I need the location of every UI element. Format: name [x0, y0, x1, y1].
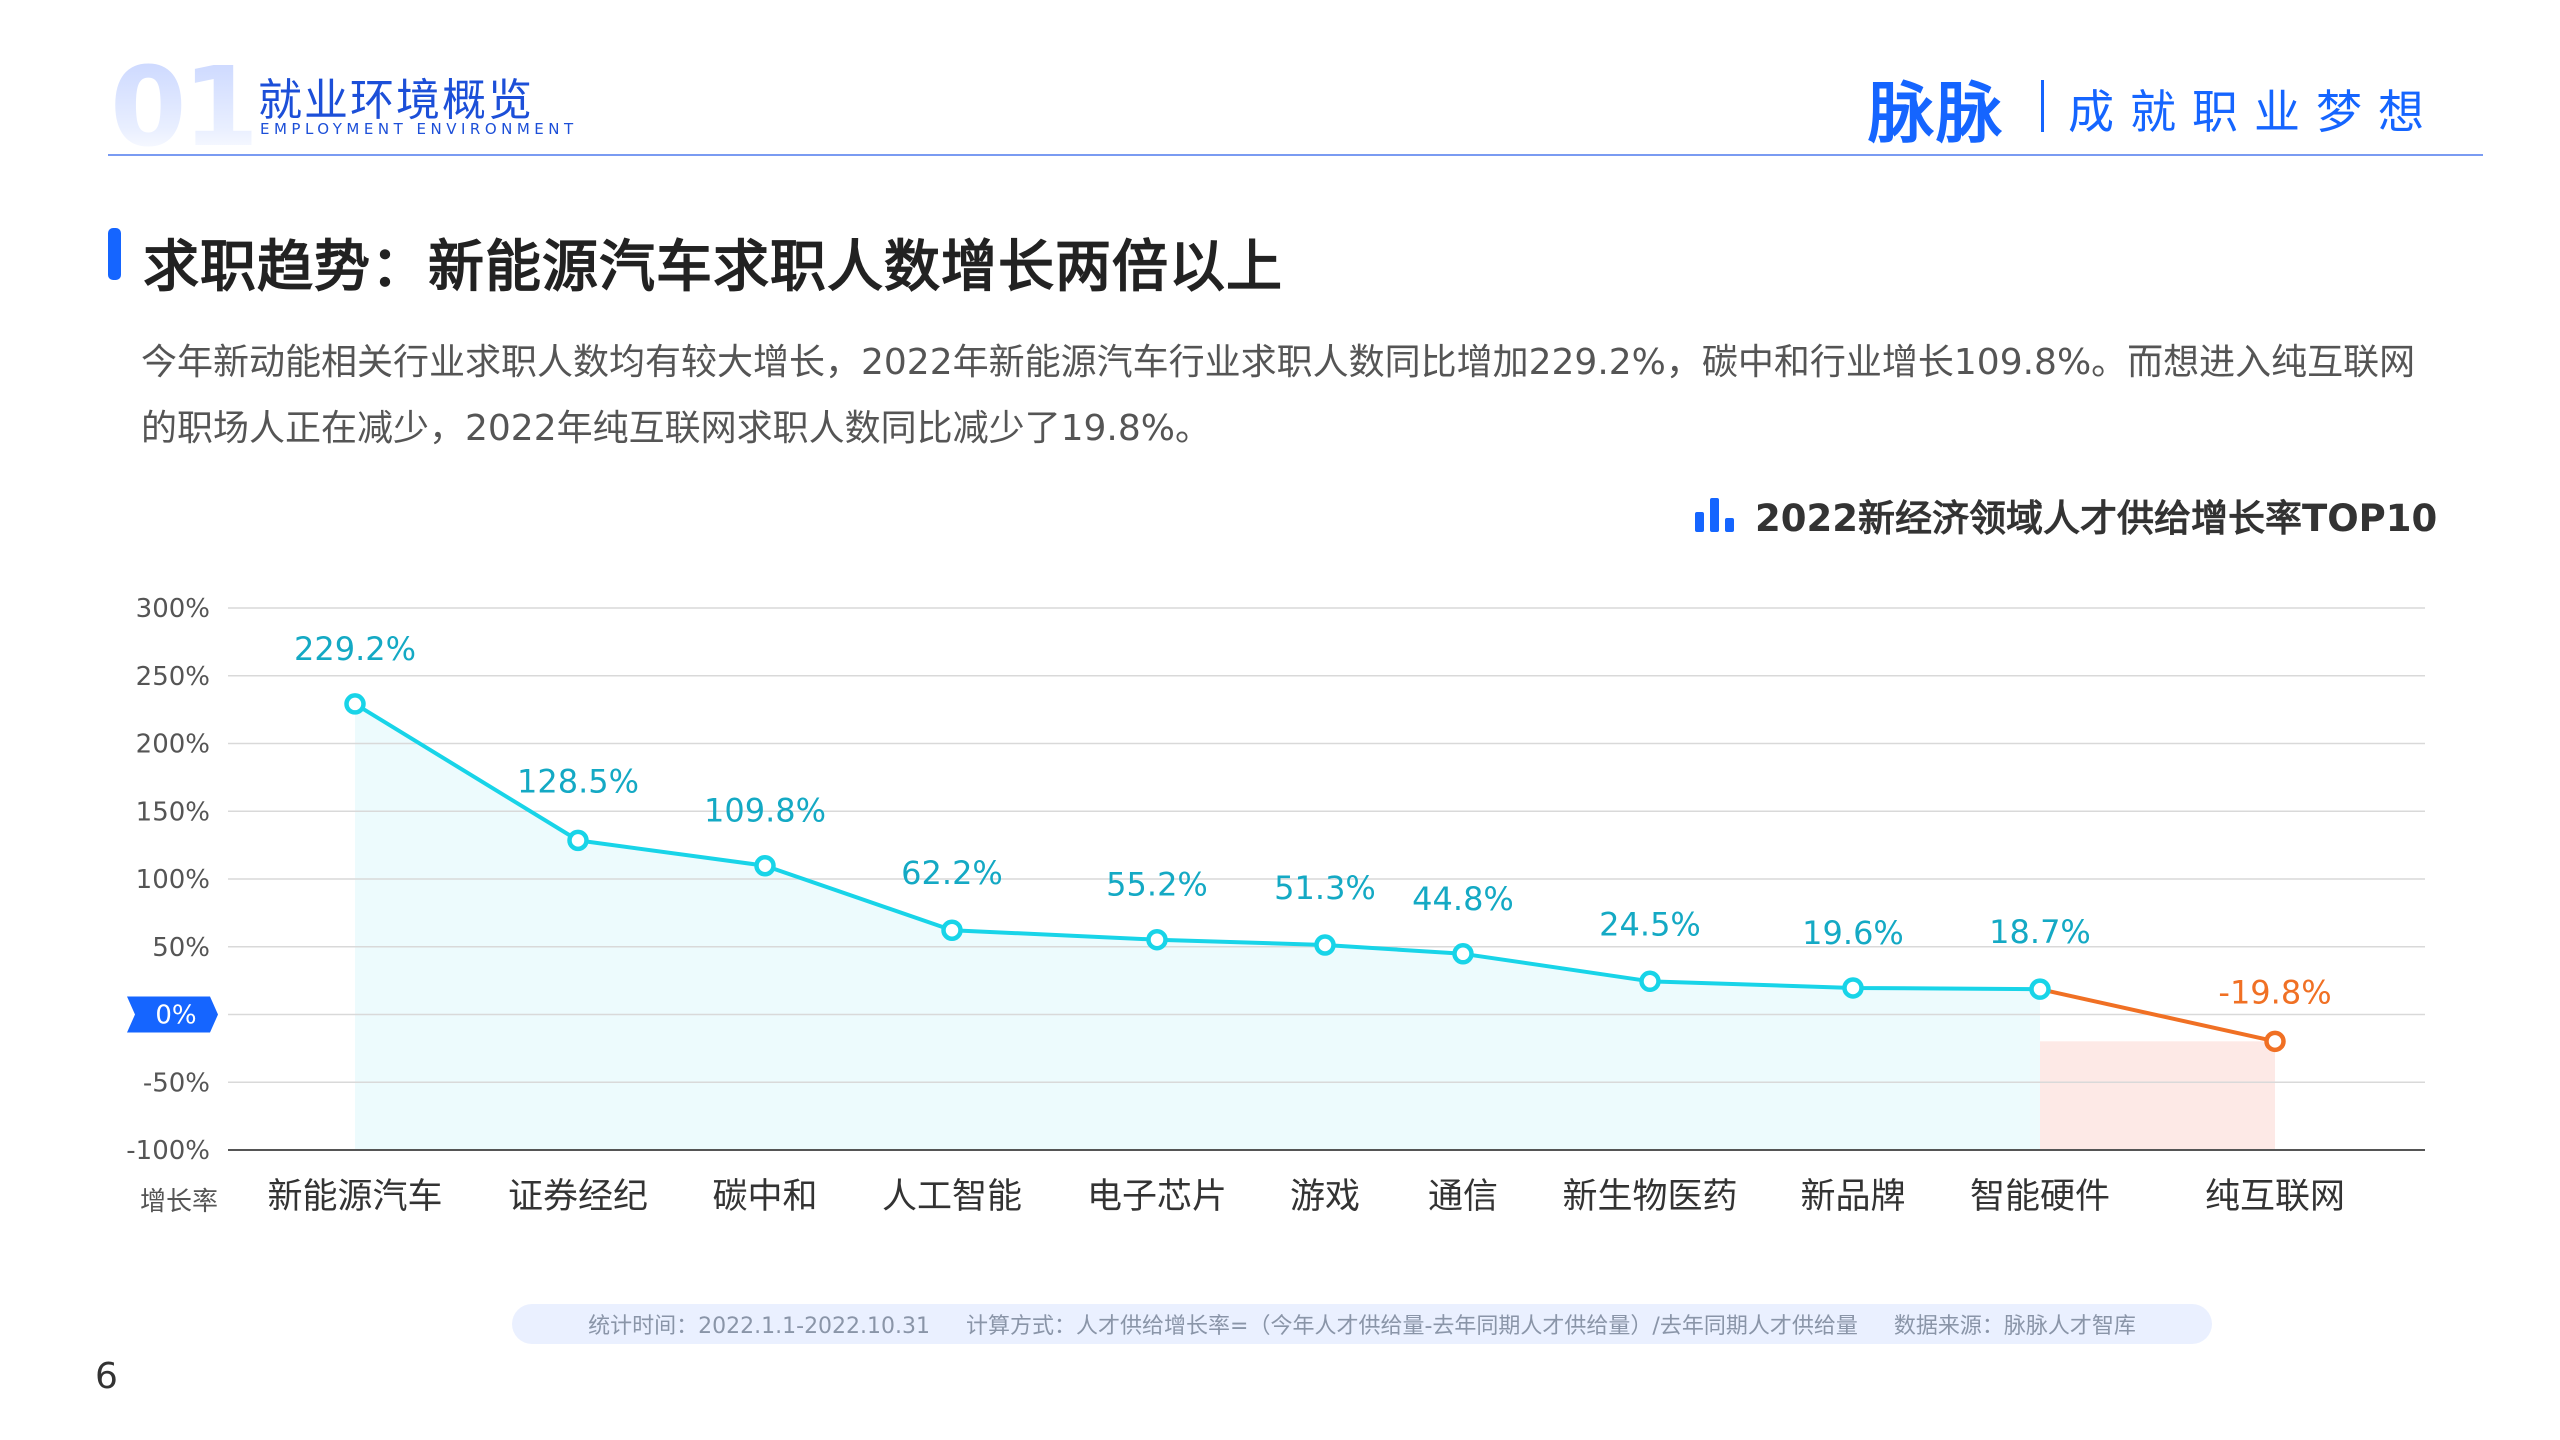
data-label: 18.7%	[1989, 913, 2091, 951]
data-label: 229.2%	[294, 630, 416, 668]
x-tick-label: 电子芯片	[1087, 1177, 1227, 1217]
data-point	[344, 693, 366, 715]
zero-badge-shape	[127, 996, 218, 1033]
page-description: 今年新动能相关行业求职人数均有较大增长，2022年新能源汽车行业求职人数同比增加…	[141, 342, 2416, 449]
data-point	[1639, 970, 1661, 993]
y-tick-label: 250%	[136, 662, 210, 692]
x-tick-label: 纯互联网	[2205, 1177, 2345, 1217]
data-point	[1842, 977, 1864, 999]
data-point	[2264, 1030, 2286, 1053]
headline-accent-bar	[108, 228, 121, 280]
footer-note: 统计时间：2022.1.1-2022.10.31 计算方式：人才供给增长率=（今…	[512, 1304, 2212, 1344]
data-point	[1314, 934, 1336, 956]
header-divider	[108, 154, 2483, 156]
data-label: 24.5%	[1599, 905, 1701, 943]
y-tick-label: -100%	[126, 1136, 210, 1166]
series-line-negative	[2039, 987, 2276, 1044]
growth-rate-line-chart: 300% 250% 200% 150% 100% 50% 0% -50% -100% 增长率 新能源…	[126, 594, 2425, 1217]
brand-divider	[2041, 80, 2044, 132]
series-line-positive	[353, 702, 2041, 992]
x-tick-label: 人工智能	[882, 1177, 1022, 1217]
footer-source: 数据来源：脉脉人才智库	[1893, 1314, 2136, 1339]
x-tick-label: 游戏	[1290, 1177, 1360, 1217]
zero-badge	[127, 996, 218, 1033]
bar-chart-icon	[1695, 498, 1734, 532]
data-point	[567, 829, 589, 852]
x-tick-label: 碳中和	[712, 1177, 817, 1217]
x-tick-label: 智能硬件	[1970, 1177, 2110, 1217]
x-axis-title: 增长率	[140, 1187, 218, 1217]
data-label: 51.3%	[1274, 869, 1376, 907]
section-title: 就业环境概览	[258, 75, 534, 126]
data-label: 128.5%	[517, 762, 639, 800]
x-tick-label: 新能源汽车	[267, 1177, 442, 1217]
data-point	[941, 919, 963, 941]
chart-title: 2022新经济领域人才供给增长率TOP10	[1755, 497, 2438, 540]
y-tick-label: 200%	[136, 730, 210, 760]
section-subtitle: EMPLOYMENT ENVIRONMENT	[260, 120, 578, 138]
footer-period: 统计时间：2022.1.1-2022.10.31	[588, 1314, 931, 1339]
x-tick-label: 新生物医药	[1562, 1177, 1737, 1217]
y-tick-label: 50%	[152, 933, 210, 963]
data-point	[2029, 978, 2051, 1000]
y-tick-label: 150%	[136, 797, 210, 827]
y-tick-label: 300%	[136, 594, 210, 624]
page-number: 6	[95, 1356, 118, 1397]
data-label: 55.2%	[1106, 866, 1208, 904]
data-label: 109.8%	[704, 792, 826, 830]
footer-method: 计算方式：人才供给增长率=（今年人才供给量-去年同期人才供给量）/去年同期人才供…	[966, 1314, 1858, 1339]
x-tick-label: 新品牌	[1800, 1177, 1905, 1217]
brand-slogan: 成就职业梦想	[2068, 85, 2440, 139]
y-tick-label: 0%	[155, 1001, 196, 1031]
x-tick-label: 通信	[1428, 1177, 1498, 1217]
data-label: -19.8%	[2218, 973, 2331, 1011]
brand-logo: 脉脉	[1868, 75, 2004, 152]
data-label: 44.8%	[1412, 880, 1514, 918]
positive-area-fill	[355, 703, 2040, 1150]
data-label: 62.2%	[901, 854, 1003, 892]
page-headline: 求职趋势：新能源汽车求职人数增长两倍以上	[143, 235, 1283, 300]
y-tick-label: -50%	[143, 1068, 210, 1098]
data-point	[1452, 943, 1474, 965]
x-tick-label: 证券经纪	[508, 1177, 648, 1217]
section-number: 01	[110, 43, 259, 171]
data-label: 19.6%	[1802, 914, 1904, 952]
y-tick-label: 100%	[136, 865, 210, 895]
data-point	[754, 854, 776, 877]
data-point	[1146, 928, 1168, 951]
negative-area-fill	[2040, 1041, 2275, 1150]
